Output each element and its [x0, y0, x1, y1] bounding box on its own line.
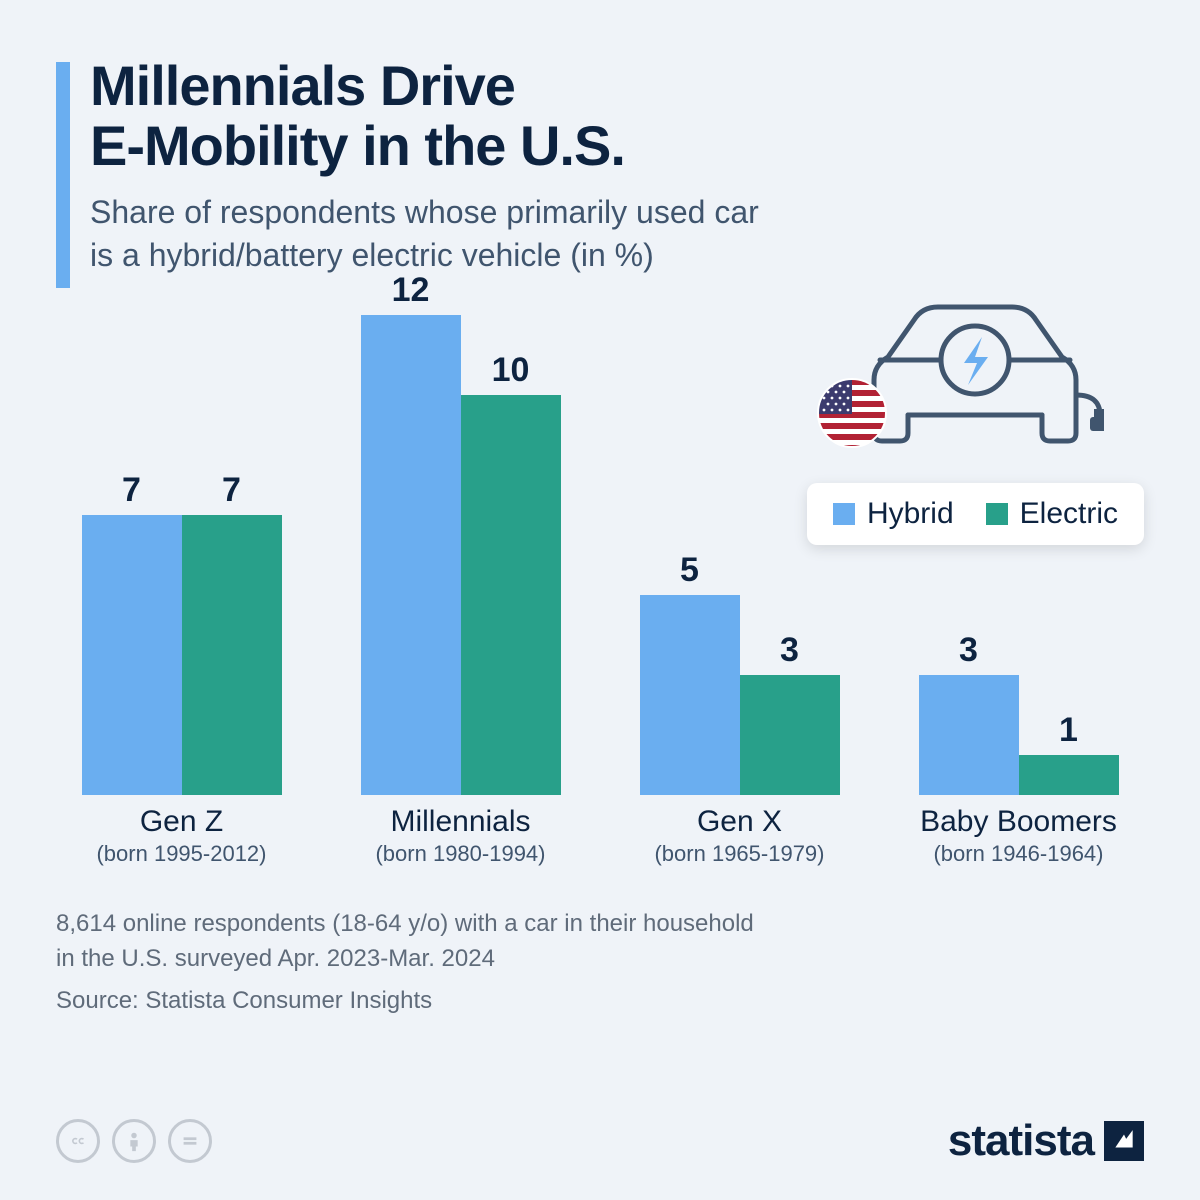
category-sublabel: (born 1965-1979) [624, 841, 855, 867]
category-label: Baby Boomers [903, 805, 1134, 839]
bar-chart: 7712105331 [56, 315, 1144, 795]
category-sublabel: (born 1980-1994) [345, 841, 576, 867]
x-label: Gen Z(born 1995-2012) [66, 805, 297, 867]
footnote-line-1: 8,614 online respondents (18-64 y/o) wit… [56, 910, 754, 937]
bar-group: 77 [66, 315, 297, 795]
bar-value-label: 7 [222, 471, 241, 510]
brand-mark-icon [1104, 1121, 1144, 1161]
footnote-line-2: in the U.S. surveyed Apr. 2023-Mar. 2024 [56, 945, 495, 972]
header: Millennials Drive E-Mobility in the U.S.… [56, 56, 1144, 277]
bar-electric: 10 [461, 395, 561, 795]
title-line-2: E-Mobility in the U.S. [90, 114, 625, 177]
title-line-1: Millennials Drive [90, 54, 515, 117]
category-label: Gen X [624, 805, 855, 839]
cc-icon [56, 1119, 100, 1163]
subtitle-line-1: Share of respondents whose primarily use… [90, 194, 759, 230]
bar-hybrid: 3 [919, 675, 1019, 795]
source-line: Source: Statista Consumer Insights [56, 987, 1144, 1015]
bar-value-label: 1 [1059, 711, 1078, 750]
bar-electric: 3 [740, 675, 840, 795]
bar-group: 1210 [345, 315, 576, 795]
bottom-bar: statista [56, 1116, 1144, 1166]
cc-license-icons [56, 1119, 212, 1163]
accent-bar [56, 62, 70, 288]
bar-value-label: 12 [392, 271, 430, 310]
bar-hybrid: 12 [361, 315, 461, 795]
bar-electric: 7 [182, 515, 282, 795]
x-axis-labels: Gen Z(born 1995-2012)Millennials(born 19… [56, 805, 1144, 867]
bar-value-label: 3 [959, 631, 978, 670]
bar-electric: 1 [1019, 755, 1119, 795]
x-label: Baby Boomers(born 1946-1964) [903, 805, 1134, 867]
bar-value-label: 7 [122, 471, 141, 510]
bar-value-label: 5 [680, 551, 699, 590]
category-label: Gen Z [66, 805, 297, 839]
category-sublabel: (born 1946-1964) [903, 841, 1134, 867]
bar-group: 31 [903, 315, 1134, 795]
category-label: Millennials [345, 805, 576, 839]
brand-logo: statista [948, 1116, 1144, 1166]
chart-area: Hybrid Electric 7712105331 Gen Z(born 19… [56, 315, 1144, 867]
page-title: Millennials Drive E-Mobility in the U.S. [90, 56, 1144, 177]
bar-value-label: 3 [780, 631, 799, 670]
infographic-canvas: Millennials Drive E-Mobility in the U.S.… [0, 0, 1200, 1200]
brand-text: statista [948, 1116, 1094, 1166]
bar-value-label: 10 [492, 351, 530, 390]
bar-group: 53 [624, 315, 855, 795]
cc-by-icon [112, 1119, 156, 1163]
x-label: Gen X(born 1965-1979) [624, 805, 855, 867]
bar-hybrid: 7 [82, 515, 182, 795]
category-sublabel: (born 1995-2012) [66, 841, 297, 867]
footnote: 8,614 online respondents (18-64 y/o) wit… [56, 907, 1144, 977]
x-label: Millennials(born 1980-1994) [345, 805, 576, 867]
bar-hybrid: 5 [640, 595, 740, 795]
subtitle-line-2: is a hybrid/battery electric vehicle (in… [90, 237, 654, 273]
cc-nd-icon [168, 1119, 212, 1163]
